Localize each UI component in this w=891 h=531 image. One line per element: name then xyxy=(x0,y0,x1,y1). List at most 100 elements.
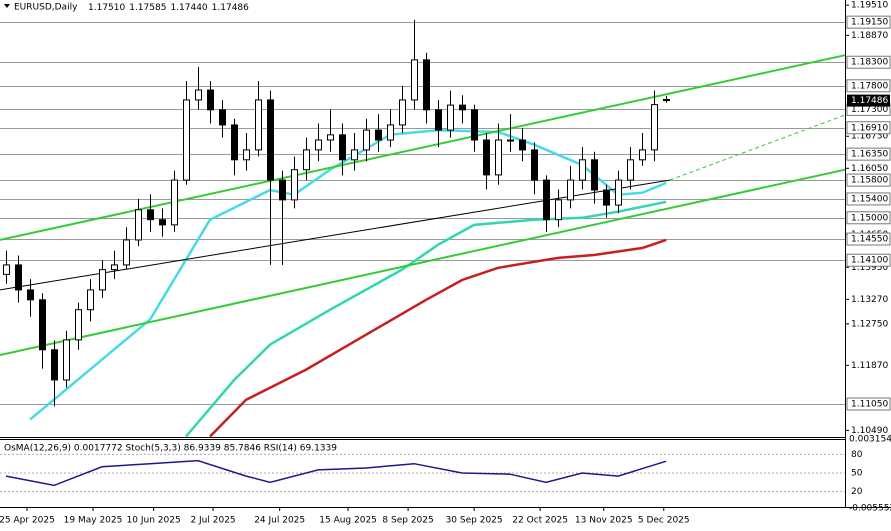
candle-body xyxy=(639,149,646,161)
ohlc-header: 1.17510 1.17585 1.17440 1.17486 xyxy=(88,3,249,13)
series-line xyxy=(0,54,846,241)
x-tick-label: 24 Jul 2025 xyxy=(254,516,305,526)
level-box xyxy=(846,253,891,267)
level-box xyxy=(846,192,891,206)
candle-body xyxy=(459,104,466,111)
candle-body xyxy=(627,159,634,181)
candle-body xyxy=(231,124,238,161)
candle-body xyxy=(615,179,622,206)
y-tick-label: 1.16050 xyxy=(851,164,888,174)
level-label: 1.14100 xyxy=(851,256,888,266)
candle-body xyxy=(411,59,418,101)
candle-body xyxy=(327,134,334,141)
x-tick-label: 19 May 2025 xyxy=(64,516,123,526)
x-tick-label: 22 Oct 2025 xyxy=(512,516,568,526)
candle-body xyxy=(123,239,130,266)
candle-body xyxy=(147,209,154,221)
candle-body xyxy=(3,264,10,275)
candle-body xyxy=(387,124,394,141)
indicator-tick-label: 20 xyxy=(851,487,863,497)
y-tick-label: 1.19510 xyxy=(851,1,888,11)
candle-body xyxy=(663,98,670,102)
candle-body xyxy=(399,99,406,126)
candle-body xyxy=(63,339,70,381)
level-label: 1.15400 xyxy=(851,194,888,204)
candle-body xyxy=(87,289,94,311)
candle-body xyxy=(375,129,382,141)
x-tick-label: 10 Jun 2025 xyxy=(127,516,181,526)
current-price-box xyxy=(847,94,890,107)
series-line xyxy=(209,238,667,438)
candle-body xyxy=(183,99,190,181)
x-tick-label: 2 Jul 2025 xyxy=(190,516,235,526)
level-label: 1.16350 xyxy=(851,150,888,160)
candle-body xyxy=(351,149,358,161)
osma-tick-label: -0.005552 xyxy=(849,504,891,514)
candle-body xyxy=(51,349,58,381)
candle-body xyxy=(567,179,574,201)
level-label: 1.15800 xyxy=(851,176,888,186)
chart-title: EURUSD,Daily xyxy=(14,3,78,13)
series-line xyxy=(5,459,667,487)
level-box xyxy=(846,147,891,161)
candle-body xyxy=(303,149,310,171)
level-box xyxy=(846,79,891,93)
indicator-tick-label: 50 xyxy=(851,469,863,479)
candle-body xyxy=(579,159,586,181)
candle-body xyxy=(495,139,502,176)
candle-body xyxy=(75,309,82,341)
level-label: 1.11050 xyxy=(851,400,888,410)
y-tick-label: 1.16730 xyxy=(851,132,888,142)
series-line xyxy=(669,114,846,181)
level-box xyxy=(846,211,891,225)
candle-body xyxy=(99,269,106,291)
ohlc-value: 1.17510 xyxy=(88,3,125,13)
ohlc-value: 1.17440 xyxy=(170,3,207,13)
candle-body xyxy=(447,104,454,131)
y-tick-label: 1.13950 xyxy=(851,263,888,273)
x-tick-label: 25 Apr 2025 xyxy=(0,516,55,526)
level-label: 1.18300 xyxy=(851,58,888,68)
y-tick-label: 1.11870 xyxy=(851,361,888,371)
x-tick-label: 13 Nov 2025 xyxy=(575,516,633,526)
candle-body xyxy=(39,299,46,351)
candle-body xyxy=(507,139,514,142)
y-tick-label: 1.13270 xyxy=(851,295,888,305)
level-box xyxy=(846,121,891,135)
candle-body xyxy=(543,179,550,221)
menu-arrow xyxy=(4,4,10,8)
ohlc-value: 1.17585 xyxy=(129,3,166,13)
candle-body xyxy=(423,59,430,111)
series-line xyxy=(0,168,846,356)
candle-body xyxy=(315,139,322,151)
candle-body xyxy=(555,199,562,221)
candle-body xyxy=(651,104,658,151)
x-tick-label: 30 Sep 2025 xyxy=(446,516,503,526)
series-line xyxy=(185,200,667,438)
y-tick-label: 1.18870 xyxy=(851,31,888,41)
level-label: 1.17800 xyxy=(851,81,888,91)
candle-body xyxy=(279,179,286,201)
candle-body xyxy=(519,139,526,151)
candle-body xyxy=(27,289,34,301)
candle-body xyxy=(159,219,166,226)
level-box xyxy=(846,55,891,69)
candle-body xyxy=(363,129,370,151)
level-box xyxy=(846,232,891,246)
candle-body xyxy=(255,99,262,151)
candle-body xyxy=(219,109,226,126)
candle-body xyxy=(267,99,274,181)
candle-body xyxy=(603,189,610,206)
candle-body xyxy=(207,89,214,111)
candle-body xyxy=(483,139,490,176)
level-label: 1.16910 xyxy=(851,123,888,133)
candle-body xyxy=(339,134,346,161)
candle-body xyxy=(435,109,442,131)
indicator-tick-label: 80 xyxy=(851,450,863,460)
level-box xyxy=(846,173,891,187)
current-price-label: 1.17486 xyxy=(851,96,888,106)
level-label: 1.19150 xyxy=(851,18,888,28)
candle-body xyxy=(591,159,598,191)
candle-body xyxy=(195,89,202,101)
